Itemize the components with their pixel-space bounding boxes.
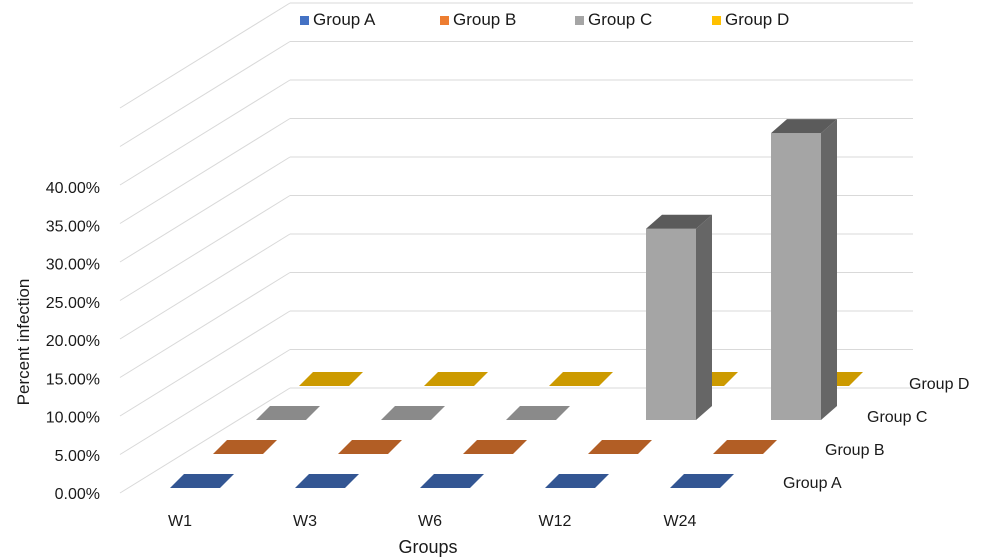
bar-side — [821, 119, 837, 420]
gridline-depth — [119, 233, 291, 340]
legend-label: Group D — [725, 10, 790, 29]
legend-label: Group A — [313, 10, 376, 29]
x-tick-label: W24 — [664, 513, 697, 530]
legend-swatch — [575, 15, 584, 25]
zero-marker-group-a-w24 — [670, 474, 734, 488]
gridline-depth — [119, 118, 291, 224]
y-tick-label: 10.00% — [46, 410, 100, 427]
gridline-depth — [119, 349, 291, 455]
chart-legend: Group A Group B Group C Group D — [0, 10, 991, 34]
bar-top — [646, 214, 712, 229]
zero-marker-group-a-w1 — [170, 474, 234, 488]
legend-swatch — [300, 15, 309, 25]
gridline-depth — [119, 195, 291, 301]
bar-group-c-w12 — [646, 214, 712, 420]
gridline-depth — [119, 79, 291, 186]
x-tick-label: W6 — [418, 513, 442, 530]
bar-top — [771, 119, 837, 134]
x-tick-label: W1 — [168, 513, 192, 530]
zero-marker-group-b-w6 — [463, 440, 527, 454]
y-tick-label: 0.00% — [55, 486, 100, 503]
bar-front — [646, 228, 696, 420]
bar-side — [696, 214, 712, 420]
gridline-depth — [119, 41, 291, 147]
y-tick-label: 25.00% — [46, 295, 100, 312]
zero-marker-group-c-w3 — [381, 406, 445, 420]
zero-marker-group-c-w6 — [506, 406, 570, 420]
legend-item-group-a: Group A — [300, 10, 375, 30]
legend-item-group-d: Group D — [712, 10, 789, 30]
zero-marker-group-b-w1 — [213, 440, 277, 454]
zero-marker-group-d-w1 — [299, 372, 363, 386]
legend-label: Group B — [453, 10, 517, 29]
depth-label-group-d: Group D — [909, 376, 969, 393]
y-tick-label: 20.00% — [46, 333, 100, 350]
y-tick-label: 40.00% — [46, 180, 100, 197]
x-tick-label: W12 — [539, 513, 572, 530]
zero-marker-group-c-w1 — [256, 406, 320, 420]
zero-marker-group-a-w12 — [545, 474, 609, 488]
y-tick-label: 5.00% — [55, 448, 100, 465]
depth-label-group-b: Group B — [825, 442, 885, 459]
zero-marker-group-a-w6 — [420, 474, 484, 488]
y-tick-label: 15.00% — [46, 371, 100, 388]
x-axis-ticks: W1 W3 W6 W12 W24 — [168, 513, 697, 530]
zero-marker-group-d-w6 — [549, 372, 613, 386]
x-tick-label: W3 — [293, 513, 317, 530]
legend-swatch — [712, 15, 721, 25]
zero-marker-group-d-w3 — [424, 372, 488, 386]
zero-marker-group-a-w3 — [295, 474, 359, 488]
y-axis-ticks: 0.00% 5.00% 10.00% 15.00% 20.00% 25.00% 30.00%… — [46, 180, 100, 503]
depth-axis-labels: Group A Group B Group C Group D — [783, 376, 969, 492]
bar-group-c-w24 — [771, 119, 837, 420]
legend-label: Group C — [588, 10, 653, 29]
legend-item-group-b: Group B — [440, 10, 516, 30]
gridline-depth — [119, 272, 291, 378]
depth-label-group-a: Group A — [783, 475, 842, 492]
zero-marker-group-b-w24 — [713, 440, 777, 454]
gridline-depth — [119, 310, 291, 417]
depth-label-group-c: Group C — [867, 409, 927, 426]
y-tick-label: 30.00% — [46, 257, 100, 274]
gridline-depth — [119, 2, 291, 109]
legend-swatch — [440, 15, 449, 25]
y-tick-label: 35.00% — [46, 218, 100, 235]
legend-item-group-c: Group C — [575, 10, 652, 30]
gridline-depth — [119, 156, 291, 263]
gridline-depth — [119, 387, 291, 494]
zero-marker-group-b-w12 — [588, 440, 652, 454]
y-axis-title: Percent infection — [14, 279, 33, 406]
bar-front — [771, 133, 821, 420]
zero-marker-group-b-w3 — [338, 440, 402, 454]
bars — [646, 119, 837, 420]
x-axis-title: Groups — [398, 537, 457, 557]
zero-value-markers — [170, 372, 863, 488]
